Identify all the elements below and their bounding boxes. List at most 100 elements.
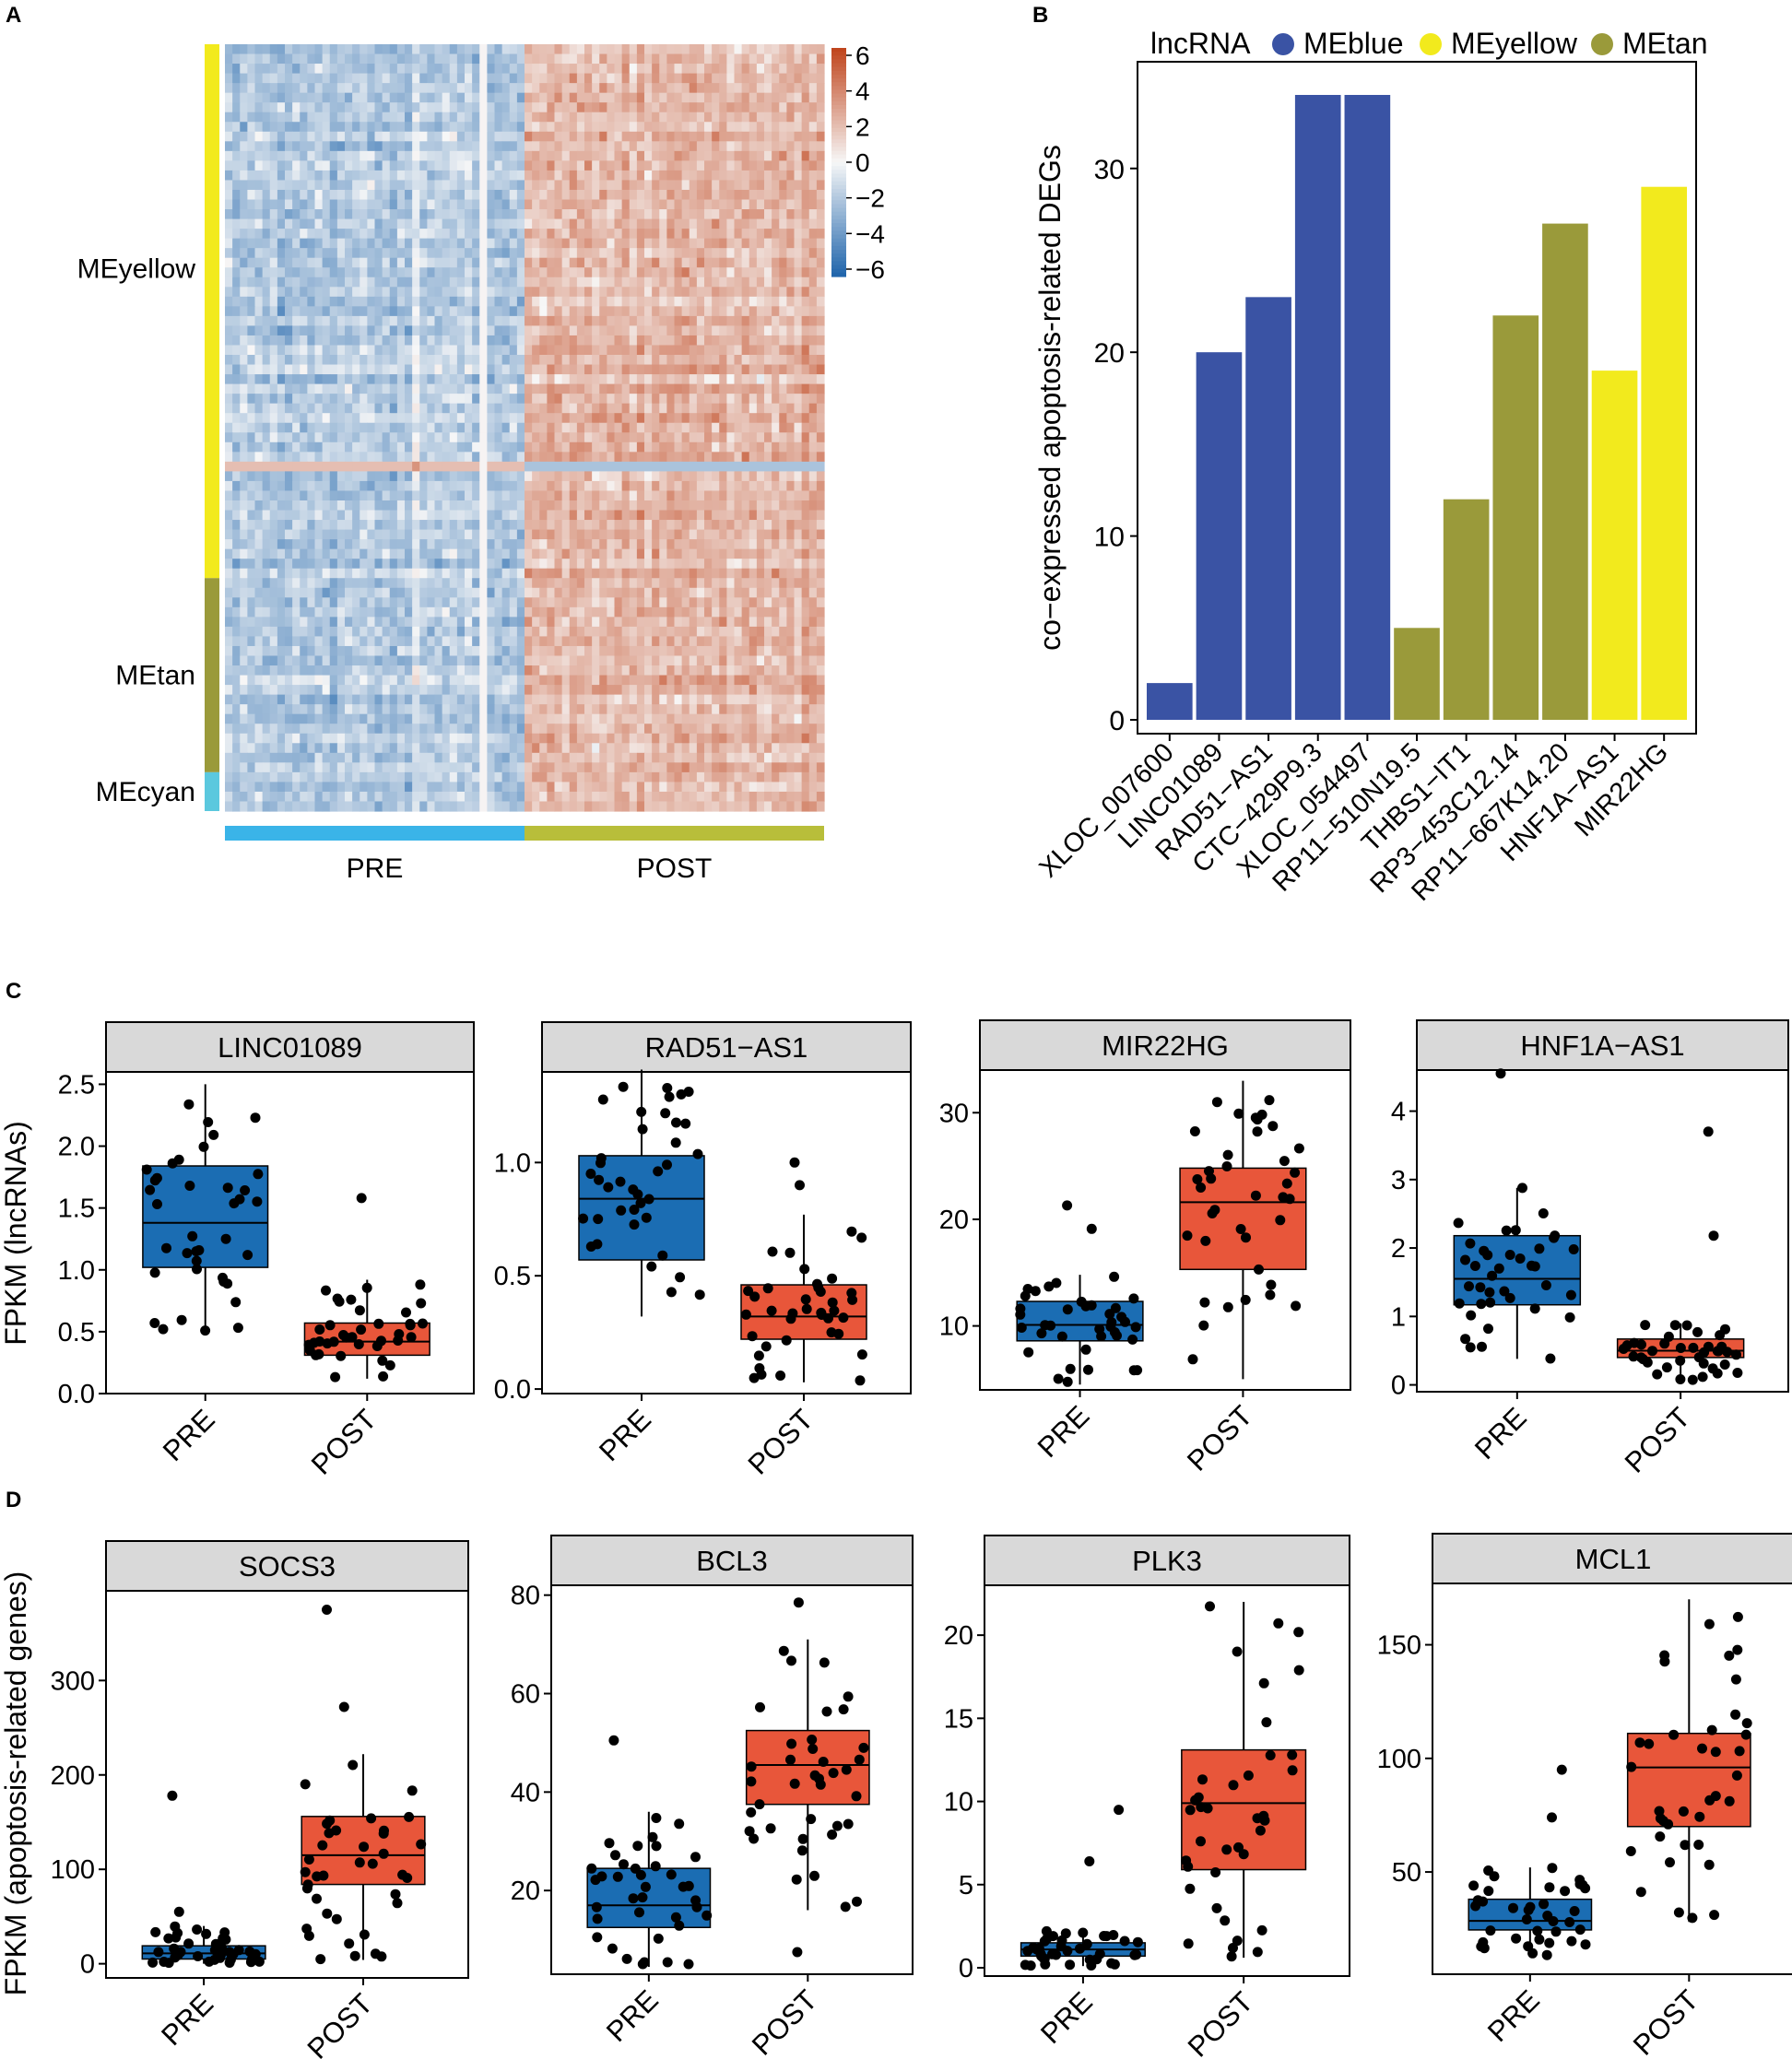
heatmap-cell [629,422,638,433]
heatmap-cell [652,539,660,550]
heatmap-cell [696,218,705,229]
heatmap-cell [525,441,533,453]
heatmap-cell [285,645,293,657]
heatmap-cell [412,160,420,171]
heatmap-cell [269,53,278,65]
heatmap-cell [726,180,736,191]
heatmap-cell [607,461,616,472]
heatmap-cell [434,122,443,133]
heatmap-cell [434,296,443,307]
heatmap-cell [494,617,503,628]
heatmap-cell [636,529,645,540]
heatmap-cell [516,131,525,142]
heatmap-cell [314,315,324,327]
heatmap-cell [599,218,607,229]
heatmap-cell [569,568,578,579]
heatmap-cell [456,432,466,443]
heatmap-cell [726,617,736,628]
heatmap-cell [374,131,383,142]
heatmap-cell [269,452,278,463]
heatmap-cell [712,102,720,113]
heatmap-cell [816,559,825,570]
heatmap-cell [704,587,713,598]
heatmap-cell [659,287,667,298]
heatmap-cell [712,44,720,55]
heatmap-cell [442,529,451,540]
heatmap-cell [412,617,420,628]
heatmap-cell [232,141,241,152]
heatmap-cell [772,345,780,356]
heatmap-cell [532,617,540,628]
heatmap-cell [734,636,743,647]
heatmap-cell [396,44,406,55]
heatmap-cell [816,257,825,268]
heatmap-cell [329,315,338,327]
heatmap-cell [405,73,413,84]
heatmap-cell [712,636,720,647]
heatmap-cell [779,287,787,298]
heatmap-cell [336,92,346,103]
heatmap-cell [786,500,796,512]
heatmap-cell [779,141,787,152]
heatmap-cell [487,617,496,628]
heatmap-cell [336,102,346,113]
heatmap-cell [456,394,466,405]
heatmap-cell [509,422,518,433]
heatmap-cell [412,520,420,531]
heatmap-cell [584,422,593,433]
heatmap-cell [419,257,428,268]
heatmap-cell [816,403,825,414]
heatmap-cell [307,636,316,647]
heatmap-cell [636,422,645,433]
heatmap-cell [712,209,720,220]
heatmap-cell [554,189,563,201]
heatmap-cell [405,617,413,628]
heatmap-cell [465,597,473,608]
heatmap-cell [659,73,667,84]
heatmap-cell [300,500,308,512]
heatmap-cell [367,287,376,298]
heatmap-cell [389,587,398,598]
heatmap-cell [396,325,406,336]
heatmap-cell [285,520,293,531]
heatmap-cell [749,510,758,521]
heatmap-cell [434,568,443,579]
heatmap-cell [681,64,690,75]
heatmap-cell [509,364,518,375]
heatmap-cell [547,500,556,512]
heatmap-cell [456,257,466,268]
heatmap-cell [576,150,585,161]
heatmap-cell [479,452,488,463]
heatmap-cell [689,626,698,638]
heatmap-cell [307,180,316,191]
heatmap-cell [345,209,353,220]
heatmap-cell [576,587,585,598]
heatmap-cell [712,296,720,307]
heatmap-cell [696,510,705,521]
heatmap-cell [240,394,248,405]
heatmap-cell [254,92,264,103]
heatmap-cell [576,44,585,55]
heatmap-cell [516,500,525,512]
heatmap-cell [449,296,458,307]
heatmap-cell [696,53,705,65]
heatmap-cell [629,102,638,113]
heatmap-cell [704,180,713,191]
heatmap-cell [322,180,331,191]
heatmap-cell [584,170,593,182]
heatmap-cell [741,461,750,472]
heatmap-cell [269,257,278,268]
heatmap-cell [285,64,293,75]
heatmap-cell [307,626,316,638]
heatmap-cell [696,471,705,482]
heatmap-cell [322,277,331,288]
heatmap-cell [644,287,653,298]
heatmap-cell [307,218,316,229]
heatmap-cell [764,102,772,113]
heatmap-cell [352,355,360,366]
heatmap-cell [569,315,578,327]
heatmap-cell [254,636,264,647]
heatmap-cell [329,490,338,501]
heatmap-cell [254,257,264,268]
heatmap-cell [719,92,727,103]
